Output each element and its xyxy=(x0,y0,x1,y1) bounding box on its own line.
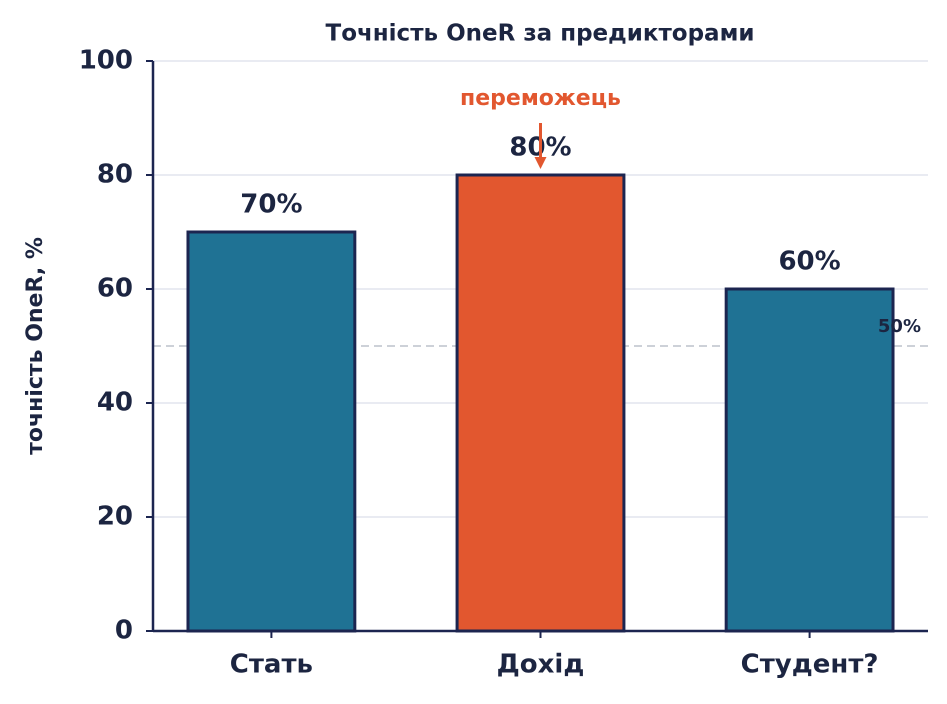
y-tick-label: 80 xyxy=(97,160,133,190)
y-tick-label: 20 xyxy=(97,502,133,532)
x-tick-label: Дохід xyxy=(497,650,585,680)
chart-title: Точність OneR за предикторами xyxy=(326,21,755,47)
annotation-arrowhead xyxy=(534,157,547,169)
x-tick-label: Студент? xyxy=(741,650,879,680)
x-tick-label: Стать xyxy=(230,650,313,680)
y-axis-label: точність OneR, % xyxy=(23,237,48,455)
annotation: переможець xyxy=(460,86,621,111)
reference-label: 50% xyxy=(878,316,921,337)
y-tick-label: 100 xyxy=(79,46,133,76)
bar xyxy=(186,230,357,633)
bar xyxy=(724,287,895,633)
value-label: 60% xyxy=(778,247,840,277)
y-tick-label: 40 xyxy=(97,388,133,418)
y-tick-label: 60 xyxy=(97,274,133,304)
value-label: 70% xyxy=(240,190,302,220)
bar xyxy=(455,173,626,633)
y-tick-label: 0 xyxy=(115,616,133,646)
